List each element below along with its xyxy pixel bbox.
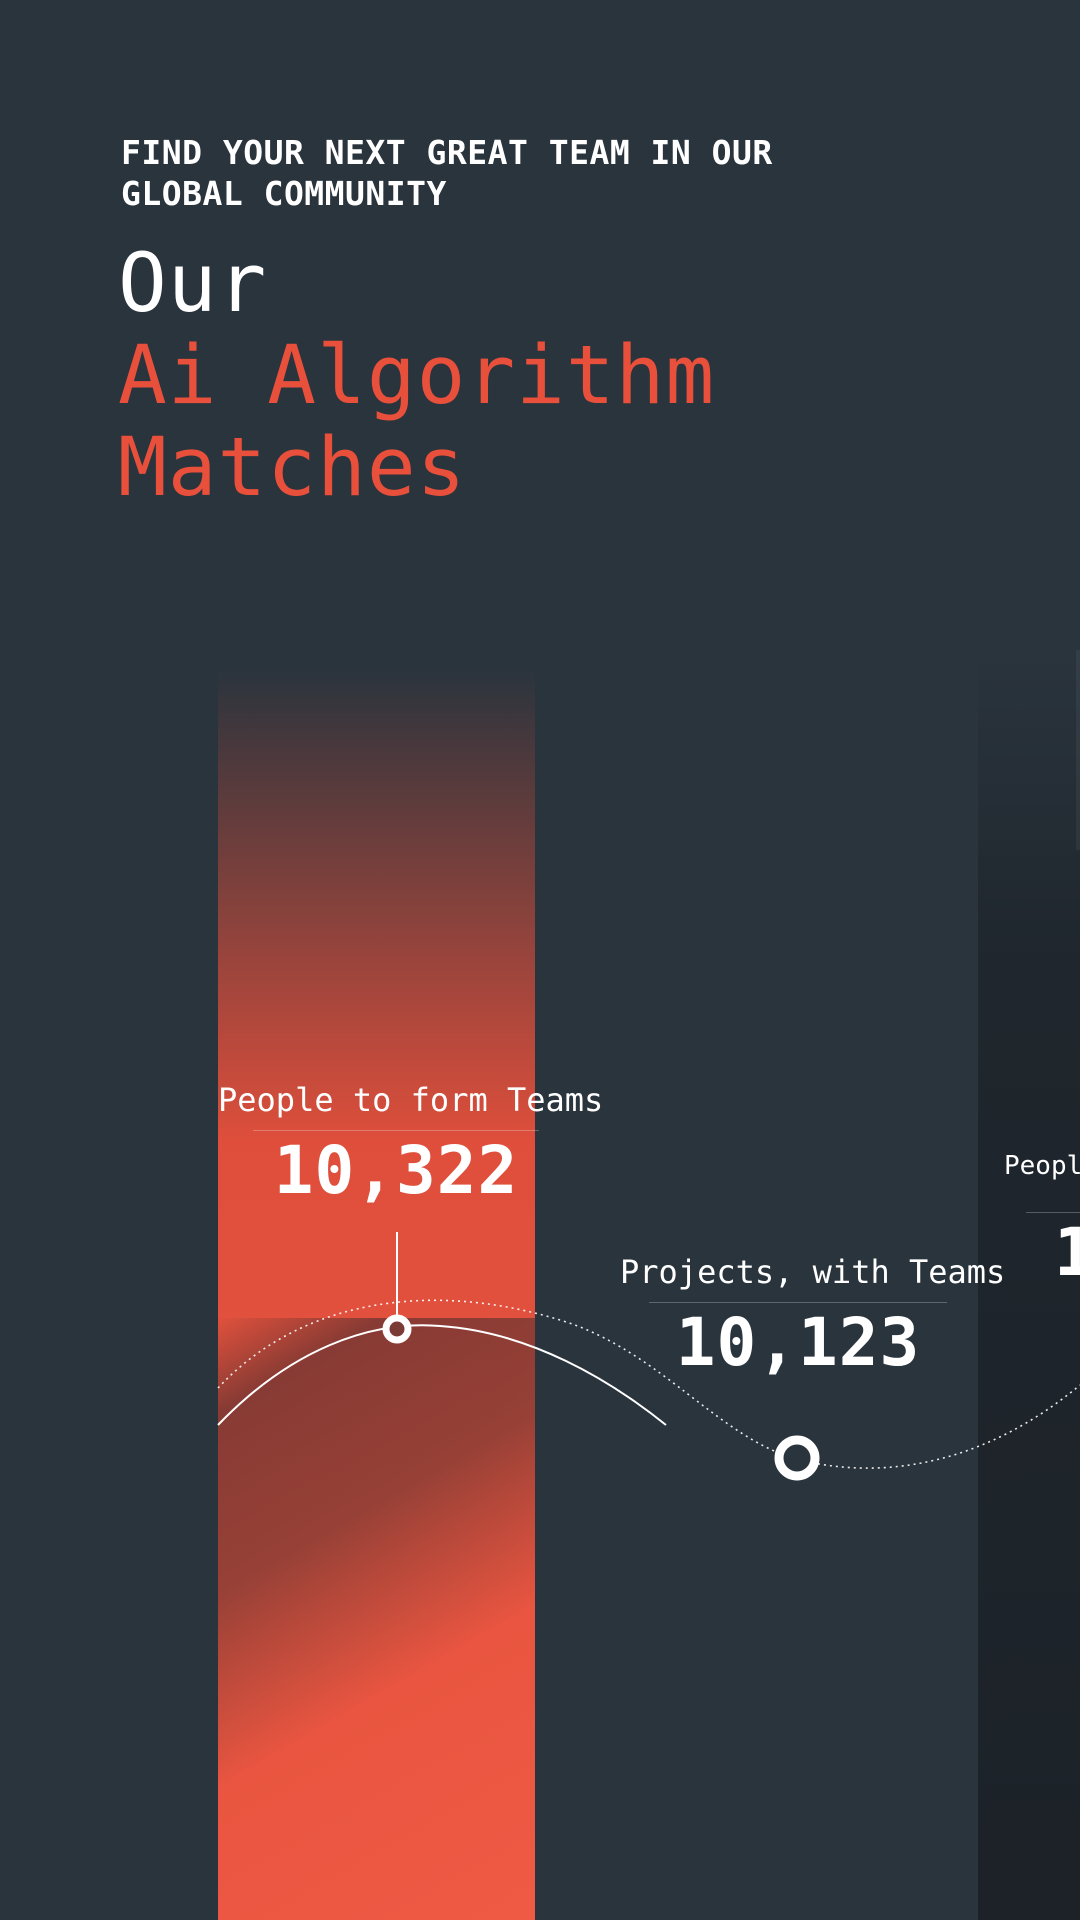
stat-column-highlight [218, 668, 535, 1920]
stat-1-value: 10,322 [273, 1132, 519, 1209]
stat-2-divider [649, 1302, 947, 1303]
heading-line-matches: Matches [118, 421, 467, 515]
stat-1-label: People to form Teams [218, 1081, 604, 1119]
stat-2-value: 10,123 [675, 1304, 921, 1381]
heading-line-our: Our [118, 237, 268, 331]
stat-column-edge [1076, 650, 1080, 850]
stat-1-divider [253, 1130, 539, 1131]
stat-3-label: People [1004, 1151, 1080, 1181]
hero-eyebrow: FIND YOUR NEXT GREAT TEAM IN OUR GLOBAL … [121, 133, 773, 213]
stat-column-right [978, 650, 1080, 1920]
stat-projects-with-teams: Projects, with Teams 10,123 [620, 1252, 1006, 1381]
hero-heading: Our Ai Algorithm Matches [118, 238, 715, 514]
stat-2-label: Projects, with Teams [620, 1253, 1006, 1291]
stat-column-shade [218, 1318, 535, 1920]
heading-line-ai-algorithm: Ai Algorithm [118, 329, 716, 423]
stat-people-to-form-teams: People to form Teams 10,322 [218, 1080, 604, 1209]
stat-people-partial: People 1 [1004, 1150, 1080, 1289]
stat-3-divider [1026, 1212, 1080, 1213]
stat-3-value: 1 [1054, 1214, 1080, 1291]
stat-2-marker [774, 1435, 820, 1481]
